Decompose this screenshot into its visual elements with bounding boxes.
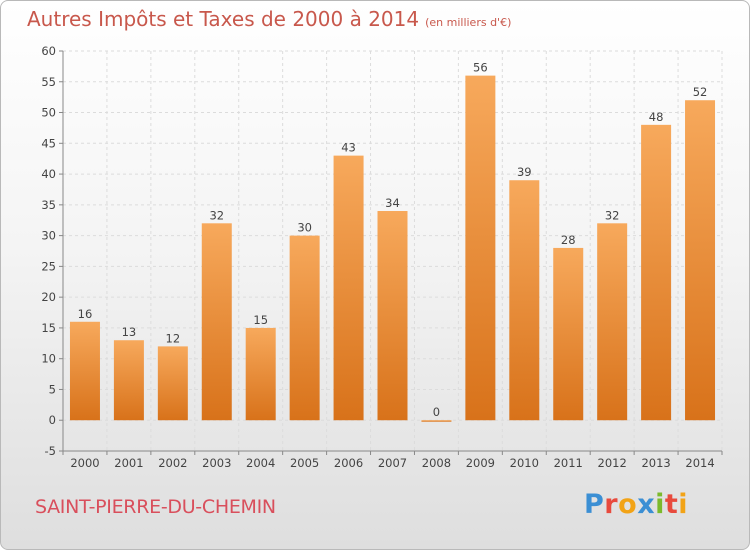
x-tick-label-2009: 2009 bbox=[466, 456, 495, 470]
value-label-2000: 16 bbox=[78, 307, 93, 321]
proxiti-logo[interactable]: Proxiti bbox=[584, 489, 688, 520]
x-tick-label-2011: 2011 bbox=[554, 456, 583, 470]
bar-2011[interactable] bbox=[553, 247, 584, 421]
logo-letter: P bbox=[584, 489, 605, 520]
value-label-2007: 34 bbox=[385, 196, 400, 210]
bar-2010[interactable] bbox=[509, 180, 540, 421]
logo-letter: x bbox=[637, 489, 656, 520]
bar-2012[interactable] bbox=[597, 223, 628, 421]
bar-2003[interactable] bbox=[201, 223, 232, 421]
value-label-2006: 43 bbox=[341, 141, 356, 155]
x-tick-label-2007: 2007 bbox=[378, 456, 407, 470]
y-tick-label: 0 bbox=[49, 413, 56, 427]
bars bbox=[69, 75, 716, 422]
chart-title-block: Autres Impôts et Taxes de 2000 à 2014 (en… bbox=[27, 7, 511, 31]
x-tick-label-2002: 2002 bbox=[158, 456, 187, 470]
y-tick-label: 55 bbox=[41, 75, 56, 89]
value-label-2008: 0 bbox=[433, 405, 440, 419]
y-tick-label: 30 bbox=[41, 229, 56, 243]
bar-2004[interactable] bbox=[245, 327, 276, 421]
bar-2014[interactable] bbox=[685, 100, 716, 421]
bar-2008[interactable] bbox=[421, 420, 452, 422]
logo-letter: o bbox=[618, 489, 638, 520]
commune-name: SAINT-PIERRE-DU-CHEMIN bbox=[35, 496, 276, 518]
chart-title: Autres Impôts et Taxes de 2000 à 2014 bbox=[27, 7, 420, 31]
bar-2001[interactable] bbox=[113, 340, 144, 421]
x-tick-label-2003: 2003 bbox=[202, 456, 231, 470]
bar-2005[interactable] bbox=[289, 235, 320, 421]
logo-letter: t bbox=[664, 489, 679, 520]
y-tick-label: 60 bbox=[41, 44, 56, 58]
bar-2000[interactable] bbox=[69, 321, 100, 421]
y-tick-label: 20 bbox=[41, 290, 56, 304]
y-tick-label: 45 bbox=[41, 136, 56, 150]
value-label-2014: 52 bbox=[693, 85, 708, 99]
y-tick-label: 50 bbox=[41, 106, 56, 120]
y-tick-label: 5 bbox=[49, 382, 56, 396]
bar-2002[interactable] bbox=[157, 346, 188, 421]
y-tick-label: 15 bbox=[41, 321, 56, 335]
value-label-2005: 30 bbox=[297, 221, 312, 235]
y-tick-label: -5 bbox=[45, 444, 56, 458]
x-tick-label-2008: 2008 bbox=[422, 456, 451, 470]
x-tick-label-2013: 2013 bbox=[641, 456, 670, 470]
y-tick-label: 35 bbox=[41, 198, 56, 212]
x-tick-label-2006: 2006 bbox=[334, 456, 363, 470]
chart-unit-note: (en milliers d'€) bbox=[425, 16, 512, 29]
value-label-2001: 13 bbox=[122, 325, 137, 339]
logo-letter: i bbox=[655, 489, 665, 520]
bar-2013[interactable] bbox=[641, 124, 672, 421]
logo-letter: r bbox=[604, 489, 619, 520]
value-labels: 16 13 12 32 15 30 43 34 0 56 39 28 32 48 52 bbox=[78, 61, 708, 420]
x-tick-label-2004: 2004 bbox=[246, 456, 275, 470]
value-label-2013: 48 bbox=[649, 110, 664, 124]
bar-2009[interactable] bbox=[465, 75, 496, 421]
x-tick-label-2001: 2001 bbox=[114, 456, 143, 470]
value-label-2011: 28 bbox=[561, 233, 576, 247]
x-tick-label-2005: 2005 bbox=[290, 456, 319, 470]
value-label-2010: 39 bbox=[517, 165, 532, 179]
value-label-2002: 12 bbox=[166, 331, 181, 345]
value-label-2012: 32 bbox=[605, 208, 620, 222]
x-tick-label-2010: 2010 bbox=[510, 456, 539, 470]
y-tick-label: 40 bbox=[41, 167, 56, 181]
value-label-2009: 56 bbox=[473, 61, 488, 75]
axes: -5 0 5 10 15 20 25 30 35 40 45 50 55 60 2000 2001 2002 20… bbox=[41, 44, 723, 470]
bar-2007[interactable] bbox=[377, 211, 408, 421]
x-tick-label-2000: 2000 bbox=[70, 456, 99, 470]
value-label-2003: 32 bbox=[209, 208, 224, 222]
x-tick-label-2014: 2014 bbox=[685, 456, 714, 470]
value-label-2004: 15 bbox=[253, 313, 268, 327]
logo-letter: i bbox=[678, 489, 689, 520]
y-tick-label: 25 bbox=[41, 259, 56, 273]
y-tick-label: 10 bbox=[41, 352, 56, 366]
x-tick-label-2012: 2012 bbox=[598, 456, 627, 470]
bar-2006[interactable] bbox=[333, 155, 364, 421]
